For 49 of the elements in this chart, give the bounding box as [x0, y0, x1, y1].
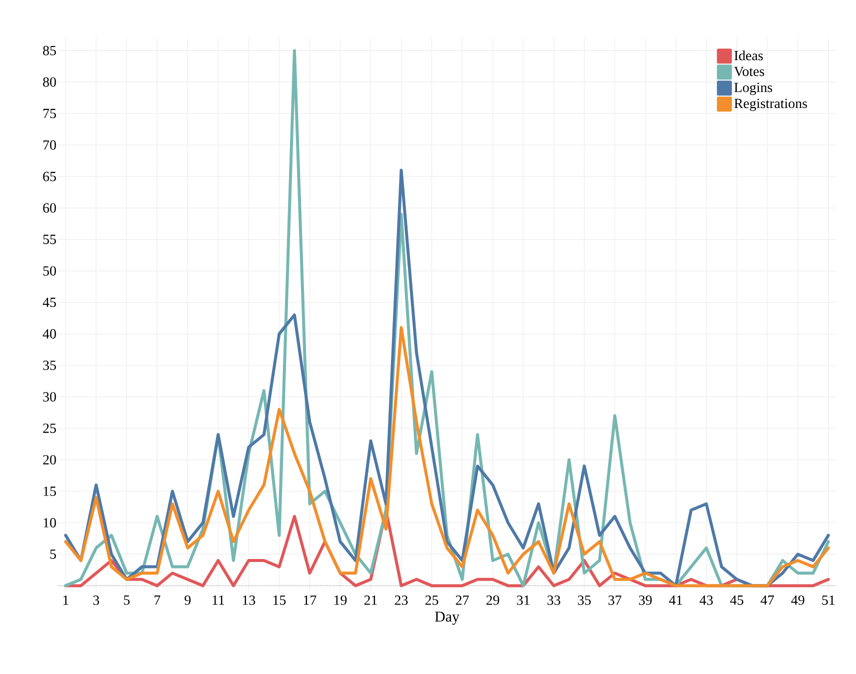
- y-tick-label: 40: [42, 329, 56, 339]
- y-tick-label: 80: [43, 77, 56, 87]
- x-tick-label: 3: [93, 596, 100, 605]
- x-tick-label: 1: [63, 595, 68, 605]
- x-tick-label: 45: [730, 595, 744, 605]
- y-tick-label: 85: [43, 46, 56, 56]
- x-tick-label: 7: [154, 595, 160, 605]
- x-tick-label: 5: [124, 595, 130, 605]
- x-tick-label: 29: [486, 596, 500, 605]
- y-tick-label: 45: [42, 298, 56, 308]
- y-tick-label: 35: [43, 360, 56, 370]
- x-tick-label: 23: [394, 596, 408, 605]
- x-tick-label: 31: [516, 596, 530, 605]
- y-tick-label: 75: [43, 108, 56, 118]
- x-tick-label: 51: [822, 595, 835, 605]
- x-tick-label: 49: [791, 596, 804, 605]
- y-tick-label: 25: [43, 424, 56, 433]
- x-tick-label: 39: [639, 596, 652, 605]
- x-tick-label: 21: [364, 596, 377, 605]
- x-tick-label: 35: [578, 596, 591, 605]
- y-tick-label: 15: [44, 486, 56, 496]
- y-tick-label: 70: [43, 140, 56, 150]
- x-axis-title: Day: [434, 612, 460, 625]
- y-tick-label: 20: [43, 455, 56, 464]
- x-tick-label: 33: [547, 596, 560, 605]
- x-tick-label: 17: [304, 595, 316, 605]
- y-tick-label: 55: [43, 234, 56, 244]
- y-tick-label: 50: [43, 266, 56, 276]
- x-tick-label: 15: [273, 595, 286, 605]
- y-tick-label: 30: [43, 392, 56, 402]
- legend-label: Votes: [734, 66, 764, 76]
- x-tick-label: 25: [425, 596, 438, 605]
- x-tick-label: 11: [212, 595, 224, 605]
- y-tick-label: 60: [43, 203, 56, 213]
- y-tick-label: 10: [44, 518, 56, 528]
- x-tick-label: 47: [760, 595, 774, 605]
- x-tick-label: 41: [669, 595, 682, 605]
- y-tick-label: 5: [50, 550, 56, 559]
- legend-label: Ideas: [734, 50, 763, 60]
- legend-label: Registrations: [734, 98, 807, 112]
- legend-label: Logins: [734, 82, 772, 96]
- x-tick-label: 43: [700, 596, 713, 605]
- y-tick-label: 65: [43, 172, 56, 182]
- x-tick-label: 9: [184, 596, 191, 605]
- line-series: [64, 168, 830, 588]
- x-tick-label: 27: [456, 596, 469, 605]
- x-tick-label: 13: [242, 596, 256, 605]
- x-tick-label: 37: [608, 596, 622, 605]
- x-tick-label: 19: [334, 596, 347, 605]
